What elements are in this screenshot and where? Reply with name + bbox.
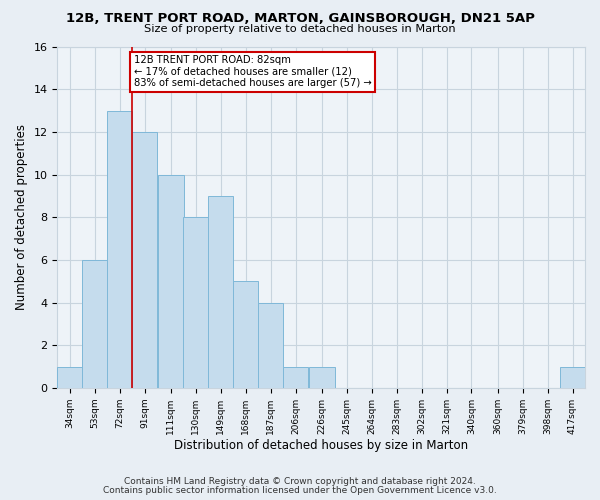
Bar <box>208 196 233 388</box>
Text: 12B, TRENT PORT ROAD, MARTON, GAINSBOROUGH, DN21 5AP: 12B, TRENT PORT ROAD, MARTON, GAINSBOROU… <box>65 12 535 26</box>
Text: Contains public sector information licensed under the Open Government Licence v3: Contains public sector information licen… <box>103 486 497 495</box>
Bar <box>184 217 208 388</box>
Bar <box>258 302 283 388</box>
Bar <box>158 174 184 388</box>
Bar <box>132 132 157 388</box>
X-axis label: Distribution of detached houses by size in Marton: Distribution of detached houses by size … <box>174 440 468 452</box>
Text: Contains HM Land Registry data © Crown copyright and database right 2024.: Contains HM Land Registry data © Crown c… <box>124 477 476 486</box>
Text: 12B TRENT PORT ROAD: 82sqm
← 17% of detached houses are smaller (12)
83% of semi: 12B TRENT PORT ROAD: 82sqm ← 17% of deta… <box>134 55 371 88</box>
Y-axis label: Number of detached properties: Number of detached properties <box>15 124 28 310</box>
Bar <box>82 260 107 388</box>
Bar <box>309 366 335 388</box>
Bar <box>107 110 132 388</box>
Text: Size of property relative to detached houses in Marton: Size of property relative to detached ho… <box>144 24 456 34</box>
Bar <box>283 366 308 388</box>
Bar <box>233 281 258 388</box>
Bar <box>560 366 585 388</box>
Bar <box>58 366 82 388</box>
